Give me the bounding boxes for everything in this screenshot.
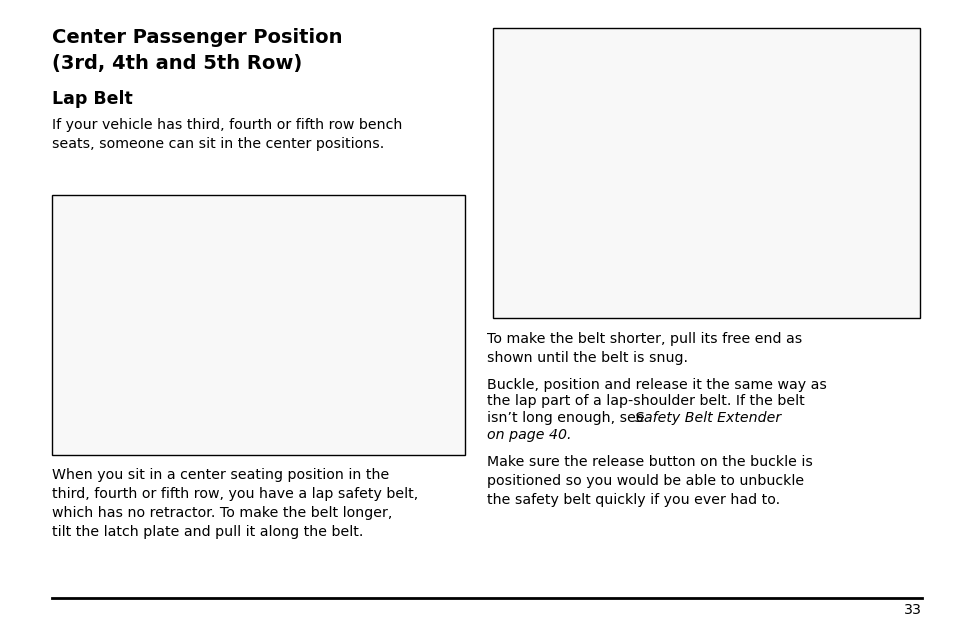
Text: Lap Belt: Lap Belt [52, 90, 132, 108]
Bar [493, 28, 919, 318]
Text: isn’t long enough, see: isn’t long enough, see [486, 411, 648, 425]
Bar [52, 195, 464, 455]
Text: Make sure the release button on the buckle is
positioned so you would be able to: Make sure the release button on the buck… [486, 455, 812, 507]
Text: To make the belt shorter, pull its free end as
shown until the belt is snug.: To make the belt shorter, pull its free … [486, 332, 801, 365]
Text: 33: 33 [903, 603, 921, 617]
Text: Buckle, position and release it the same way as: Buckle, position and release it the same… [486, 378, 826, 392]
Text: If your vehicle has third, fourth or fifth row bench
seats, someone can sit in t: If your vehicle has third, fourth or fif… [52, 118, 402, 151]
Text: Center Passenger Position: Center Passenger Position [52, 28, 342, 47]
Text: When you sit in a center seating position in the
third, fourth or fifth row, you: When you sit in a center seating positio… [52, 468, 417, 539]
Text: (3rd, 4th and 5th Row): (3rd, 4th and 5th Row) [52, 54, 302, 73]
Text: the lap part of a lap-shoulder belt. If the belt: the lap part of a lap-shoulder belt. If … [486, 394, 804, 408]
Text: Safety Belt Extender: Safety Belt Extender [635, 411, 781, 425]
Text: on page 40.: on page 40. [486, 427, 571, 441]
